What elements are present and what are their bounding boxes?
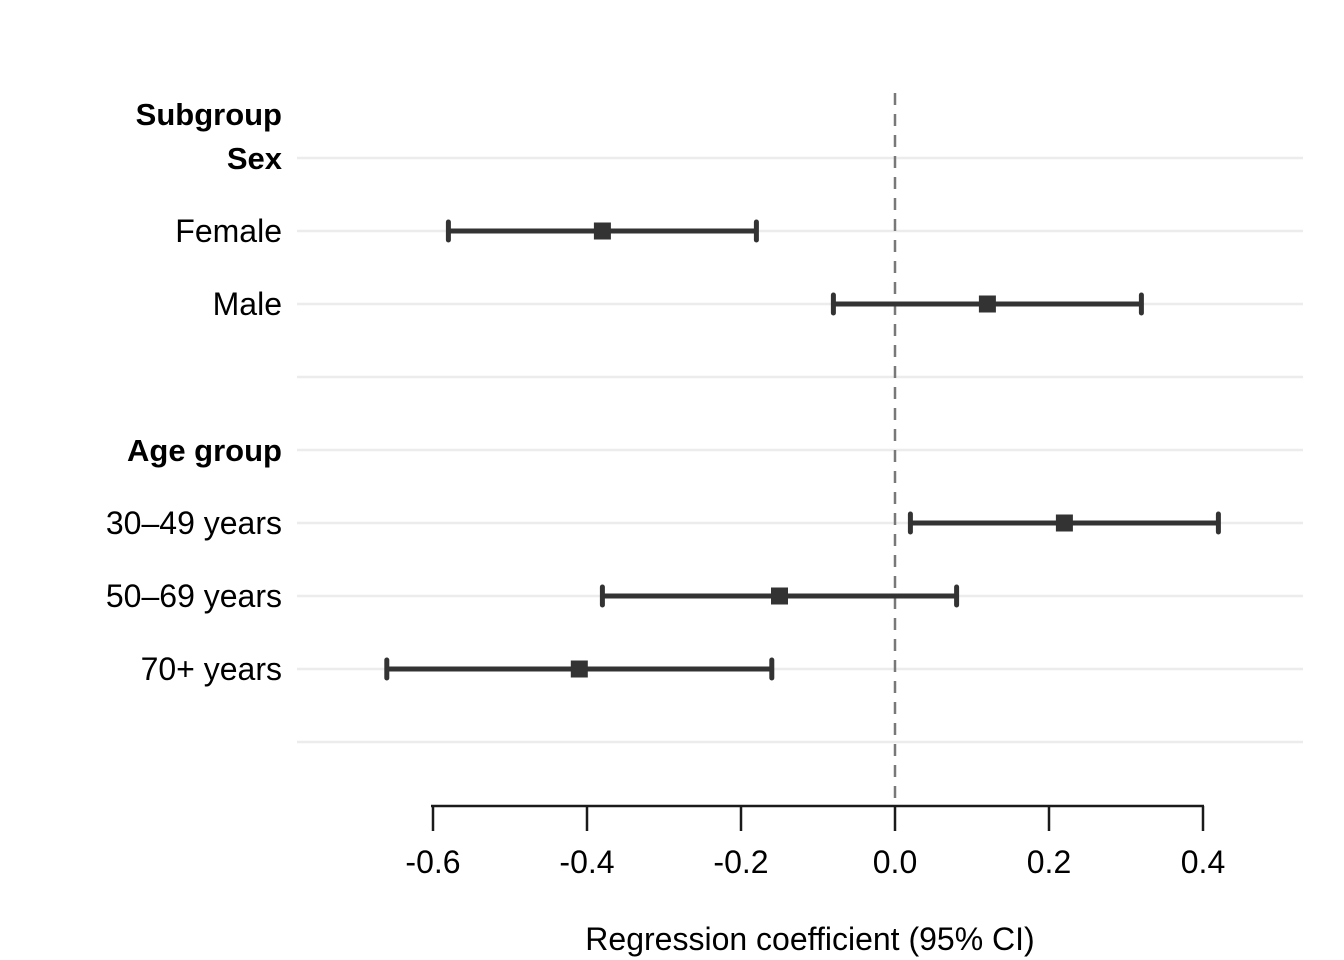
x-axis-tick-label: 0.0 (873, 844, 917, 880)
point-estimate-marker (593, 222, 611, 240)
ci-row (830, 292, 1144, 316)
point-estimate-marker (978, 295, 996, 313)
x-axis-layer: -0.6 -0.4 -0.2 0.0 0.2 0.4 (405, 804, 1225, 880)
row-label: Sex (227, 141, 283, 176)
point-estimate-marker (570, 660, 588, 678)
ci-row (445, 219, 759, 243)
ci-row (599, 584, 960, 608)
x-axis-tick-label: 0.2 (1027, 844, 1071, 880)
point-estimate-marker (771, 587, 788, 605)
row-label: 50–69 years (106, 578, 282, 614)
row-label: 30–49 years (106, 505, 282, 541)
x-axis-tick-label: 0.4 (1181, 844, 1225, 880)
row-gridlines-layer (297, 156, 1303, 744)
row-label: 70+ years (141, 651, 282, 687)
row-labels-layer: Subgroup Sex Female Male Age group 30–49 year… (106, 97, 283, 687)
x-axis-tick-label: -0.4 (559, 844, 614, 880)
row-label: Female (175, 213, 282, 249)
ci-series-layer (384, 219, 1221, 681)
ci-row (907, 511, 1221, 535)
row-label: Subgroup (136, 97, 282, 132)
x-axis-tick-label: -0.6 (405, 844, 460, 880)
row-label: Age group (127, 433, 282, 468)
ci-row (384, 657, 775, 681)
row-label: Male (213, 286, 282, 322)
x-axis-tick-label: -0.2 (713, 844, 768, 880)
x-axis-title: Regression coefficient (95% CI) (585, 921, 1034, 957)
point-estimate-marker (1055, 514, 1073, 532)
